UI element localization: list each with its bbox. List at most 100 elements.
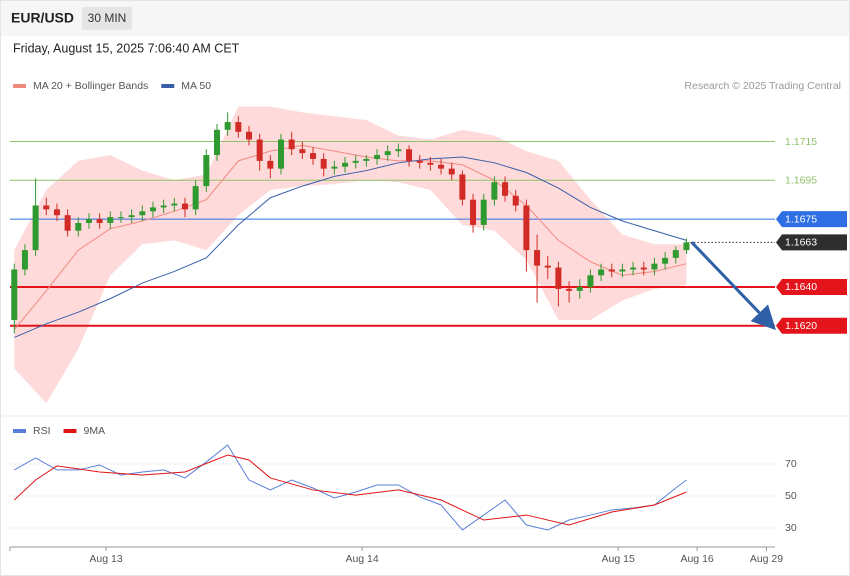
candle-body [491, 182, 498, 200]
symbol: EUR/USD [11, 10, 74, 26]
x-tick-label: Aug 13 [89, 553, 122, 565]
candle-body [448, 168, 455, 175]
y-tick-label: 50 [785, 490, 797, 502]
legend-label: MA 50 [181, 80, 211, 92]
top-bar [1, 1, 849, 36]
legend-label: 9MA [84, 425, 106, 437]
candle-body [342, 162, 349, 167]
price-tag [776, 278, 847, 295]
legend-swatch [13, 429, 26, 433]
candle-body [427, 162, 434, 165]
candle-body [171, 203, 178, 206]
candle-body [149, 207, 156, 212]
legend-label: MA 20 + Bollinger Bands [33, 80, 148, 92]
timestamp: Friday, August 15, 2025 7:06:40 AM CET [13, 41, 240, 55]
candle-body [21, 250, 28, 270]
candle-body [235, 122, 242, 132]
legend-label: RSI [33, 425, 51, 437]
candle-body [181, 203, 188, 210]
candle-body [512, 195, 519, 206]
candle-body [267, 160, 274, 169]
candle-body [139, 211, 146, 216]
candle-body [619, 269, 626, 272]
interval-box[interactable] [82, 7, 132, 30]
candle-body [544, 265, 551, 268]
candle-body [406, 149, 413, 161]
candle-body [598, 269, 605, 276]
candle-body [85, 219, 92, 223]
candle-body [459, 174, 466, 200]
price-tag [776, 234, 847, 251]
candle-body [128, 215, 135, 218]
candle-body [587, 275, 594, 287]
candle-body [662, 257, 669, 264]
candle-body [11, 269, 18, 320]
candle-body [630, 267, 637, 270]
price-label: 1.1663 [785, 237, 817, 249]
candle-body [470, 199, 477, 225]
candle-body [299, 149, 306, 154]
candle-body [331, 166, 338, 169]
candle-body [75, 222, 82, 231]
price-label: 1.1695 [785, 175, 817, 187]
price-label: 1.1675 [785, 213, 817, 225]
x-tick-label: Aug 15 [602, 553, 635, 565]
candle-body [107, 217, 114, 223]
candle-body [32, 205, 39, 251]
candle-body [384, 151, 391, 156]
candle-body [672, 250, 679, 258]
candle-body [256, 139, 263, 161]
candle-body [363, 158, 370, 161]
candle-body [416, 160, 423, 163]
candle-body [566, 288, 573, 291]
candle-body [395, 149, 402, 152]
candle-body [480, 199, 487, 225]
candle-body [213, 129, 220, 156]
x-tick-label: Aug 14 [345, 553, 378, 565]
candle-body [64, 215, 71, 231]
y-tick-label: 30 [785, 522, 797, 534]
price-tag [776, 211, 847, 228]
candle-body [160, 205, 167, 208]
ma-line [13, 144, 687, 330]
forecast-arrow [690, 241, 776, 331]
price-label: 1.1640 [785, 281, 817, 293]
indicator-line [13, 454, 687, 526]
interval[interactable]: 30 MIN [88, 11, 127, 25]
candle-body [192, 186, 199, 210]
candle-body [683, 242, 690, 251]
candle-body [534, 250, 541, 266]
price-label: 1.1715 [785, 136, 817, 148]
candle-body [502, 182, 509, 196]
ma-line [14, 156, 687, 338]
x-tick-label: Aug 29 [750, 553, 783, 565]
candle-body [310, 153, 317, 159]
y-tick-label: 70 [785, 458, 797, 470]
candle-body [245, 131, 252, 140]
legend-swatch [13, 84, 26, 88]
candle-body [640, 267, 647, 270]
candle-body [96, 219, 103, 223]
candle-body [438, 164, 445, 169]
candle-body [53, 209, 60, 216]
candle-body [523, 205, 530, 251]
candle-body [608, 269, 615, 272]
candle-body [224, 122, 231, 130]
x-tick-label: Aug 16 [680, 553, 713, 565]
legend-swatch [63, 429, 77, 433]
candle-body [352, 160, 359, 163]
candle-body [278, 139, 285, 169]
candle-body [288, 139, 295, 150]
legend-swatch [161, 84, 175, 88]
attribution: Research © 2025 Trading Central [684, 80, 841, 92]
candle-body [576, 286, 583, 291]
candle-body [203, 155, 210, 187]
candle-body [43, 205, 50, 210]
candle-body [555, 267, 562, 289]
price-tag [776, 317, 847, 334]
candle-body [320, 158, 327, 169]
candle-body [651, 263, 658, 270]
price-label: 1.1620 [785, 320, 817, 332]
